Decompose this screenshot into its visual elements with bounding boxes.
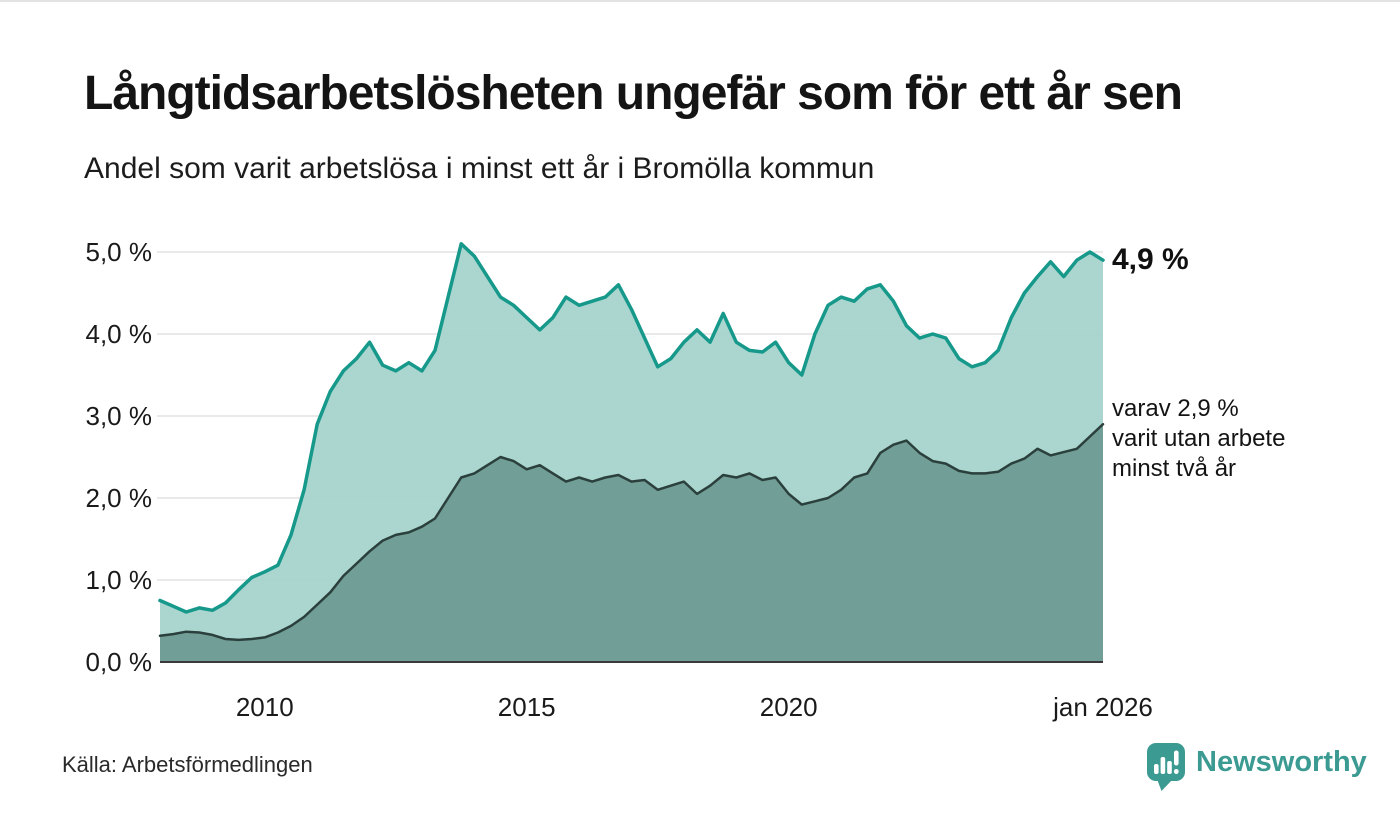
top-divider bbox=[0, 0, 1400, 2]
x-axis-tick: jan 2026 bbox=[1053, 692, 1153, 722]
y-axis: 0,0 % 1,0 % 2,0 % 3,0 % 4,0 % 5,0 % bbox=[0, 0, 153, 840]
y-axis-tick: 0,0 % bbox=[85, 647, 153, 677]
secondary-label-line: varit utan arbete bbox=[1112, 425, 1286, 452]
y-axis-tick: 5,0 % bbox=[85, 237, 153, 267]
y-axis-tick: 2,0 % bbox=[85, 483, 153, 513]
x-axis-tick: 2020 bbox=[759, 692, 818, 722]
page-title: Långtidsarbetslösheten ungefär som för e… bbox=[84, 67, 1183, 120]
newsworthy-brand: Newsworthy bbox=[1146, 742, 1367, 792]
page-subtitle: Andel som varit arbetslösa i minst ett å… bbox=[84, 152, 875, 185]
latest-value-label: 4,9 % bbox=[1112, 243, 1189, 276]
secondary-label-line: varav 2,9 % bbox=[1112, 395, 1239, 422]
x-axis-tick: 2010 bbox=[235, 692, 294, 722]
secondary-value-label: varav 2,9 % varit utan arbete minst två … bbox=[1112, 394, 1285, 484]
secondary-label-line: minst två år bbox=[1112, 455, 1237, 482]
y-axis-tick: 3,0 % bbox=[85, 401, 153, 431]
source-credit: Källa: Arbetsförmedlingen bbox=[62, 752, 313, 777]
y-axis-tick: 1,0 % bbox=[85, 565, 153, 595]
brand-name: Newsworthy bbox=[1196, 746, 1367, 778]
x-axis-tick: 2015 bbox=[497, 692, 556, 722]
y-axis-tick: 4,0 % bbox=[85, 319, 153, 349]
newsworthy-logo-icon bbox=[1147, 743, 1185, 791]
